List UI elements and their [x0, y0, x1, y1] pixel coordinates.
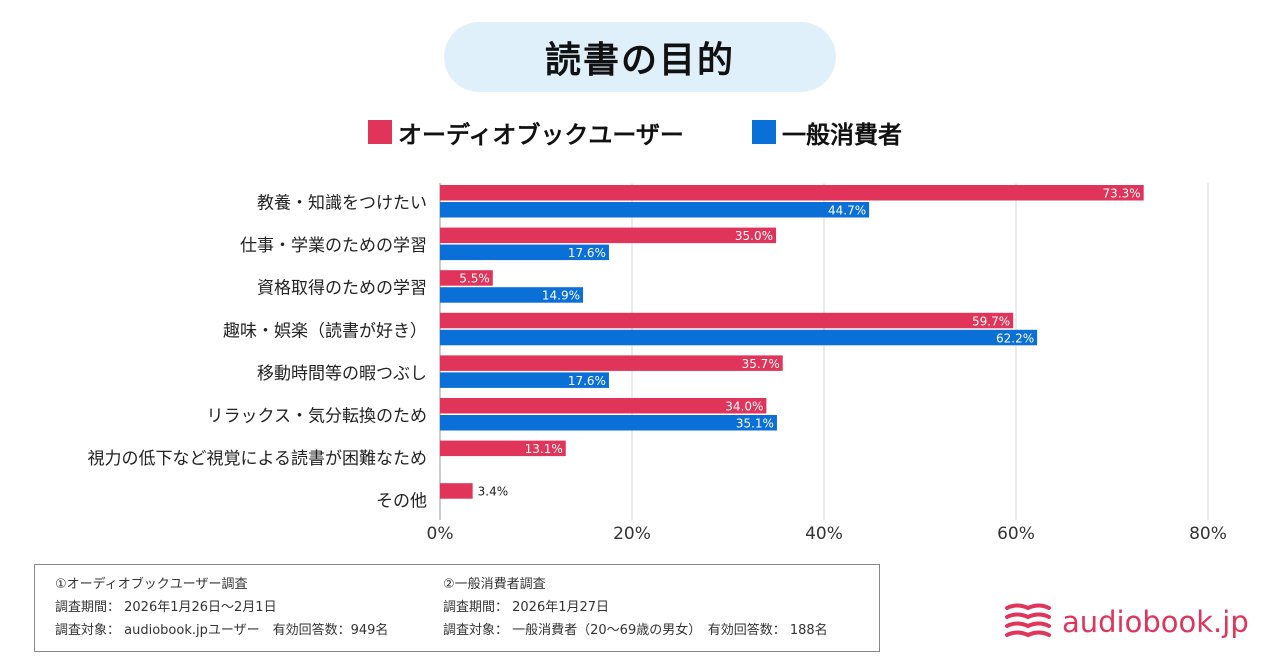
book-stack-icon [1005, 603, 1051, 638]
data-label: 73.3% [1103, 187, 1141, 201]
data-label: 17.6% [568, 246, 606, 260]
audiobook-logo[interactable]: audiobook.jp [1004, 602, 1249, 642]
bar-general-5 [440, 415, 777, 431]
bar-users-5 [440, 398, 767, 414]
bar-users-7 [440, 483, 473, 499]
legend-swatch-general [752, 120, 776, 144]
survey-users-title: ①オーディオブックユーザー調査 [55, 577, 248, 592]
data-label: 34.0% [725, 400, 763, 414]
category-label: 視力の低下など視覚による読書が困難なため [88, 449, 428, 469]
data-label: 14.9% [542, 289, 580, 303]
bar-general-1 [440, 244, 609, 261]
data-label: 35.7% [742, 357, 780, 371]
survey-general-title: ②一般消費者調査 [443, 577, 546, 592]
data-label: 59.7% [972, 314, 1010, 328]
chart-title: 読書の目的 [444, 22, 836, 92]
data-label: 17.6% [568, 374, 606, 388]
survey-general-period: 調査期間： 2026年1月27日 [443, 600, 610, 615]
bar-general-3 [440, 329, 1038, 346]
data-label: 44.7% [828, 204, 866, 218]
category-label: 資格取得のための学習 [257, 279, 427, 299]
data-label: 62.2% [996, 331, 1034, 345]
bar-users-0 [440, 185, 1144, 201]
x-tick-label: 40% [805, 524, 843, 544]
logo-text: audiobook.jp [1062, 605, 1249, 639]
data-label: 35.0% [735, 229, 773, 243]
survey-users-target: 調査対象： audiobook.jpユーザー 有効回答数：949名 [55, 623, 389, 638]
bar-users-6 [440, 440, 566, 457]
survey-info-users: ①オーディオブックユーザー調査 調査期間： 2026年1月26日～2月1日 調査… [55, 573, 388, 642]
category-label: 移動時間等の暇つぶし [257, 364, 427, 384]
legend-item-users: オーディオブックユーザー [368, 118, 684, 149]
bar-general-0 [440, 202, 870, 218]
survey-general-target: 調査対象： 一般消費者（20～69歳の男女） 有効回答数： 188名 [443, 623, 828, 638]
bar-chart: 0% 20% 40% 60% 80% 教養・知識をつけたい 73.3% 44.7% 仕事・学業の… [88, 183, 1227, 544]
bar-users-1 [440, 227, 776, 244]
data-label: 3.4% [478, 485, 509, 499]
legend-label-users: オーディオブックユーザー [398, 120, 684, 149]
legend-item-general: 一般消費者 [752, 118, 902, 149]
data-label: 5.5% [459, 272, 490, 286]
legend-swatch-users [368, 120, 392, 144]
bar-users-4 [440, 355, 783, 371]
bar-general-4 [440, 372, 609, 388]
category-label: 趣味・娯楽（読書が好き） [223, 321, 427, 341]
x-tick-label: 60% [997, 524, 1035, 544]
category-label: 教養・知識をつけたい [257, 194, 427, 214]
x-tick-label: 80% [1189, 524, 1227, 544]
category-label: 仕事・学業のための学習 [240, 236, 427, 256]
bar-users-3 [440, 312, 1014, 329]
data-label: 13.1% [525, 442, 563, 456]
category-label: リラックス・気分転換のため [207, 407, 428, 427]
legend-label-general: 一般消費者 [782, 120, 902, 149]
x-tick-label: 20% [613, 524, 651, 544]
x-tick-label: 0% [427, 524, 454, 544]
bar-users-2 [440, 270, 493, 286]
survey-info-general: ②一般消費者調査 調査期間： 2026年1月27日 調査対象： 一般消費者（20… [443, 573, 828, 642]
survey-info-box: ①オーディオブックユーザー調査 調査期間： 2026年1月26日～2月1日 調査… [34, 564, 880, 652]
category-label: その他 [376, 492, 427, 512]
bar-general-2 [440, 287, 584, 303]
survey-users-period: 調査期間： 2026年1月26日～2月1日 [55, 600, 277, 615]
data-label: 35.1% [736, 417, 774, 431]
